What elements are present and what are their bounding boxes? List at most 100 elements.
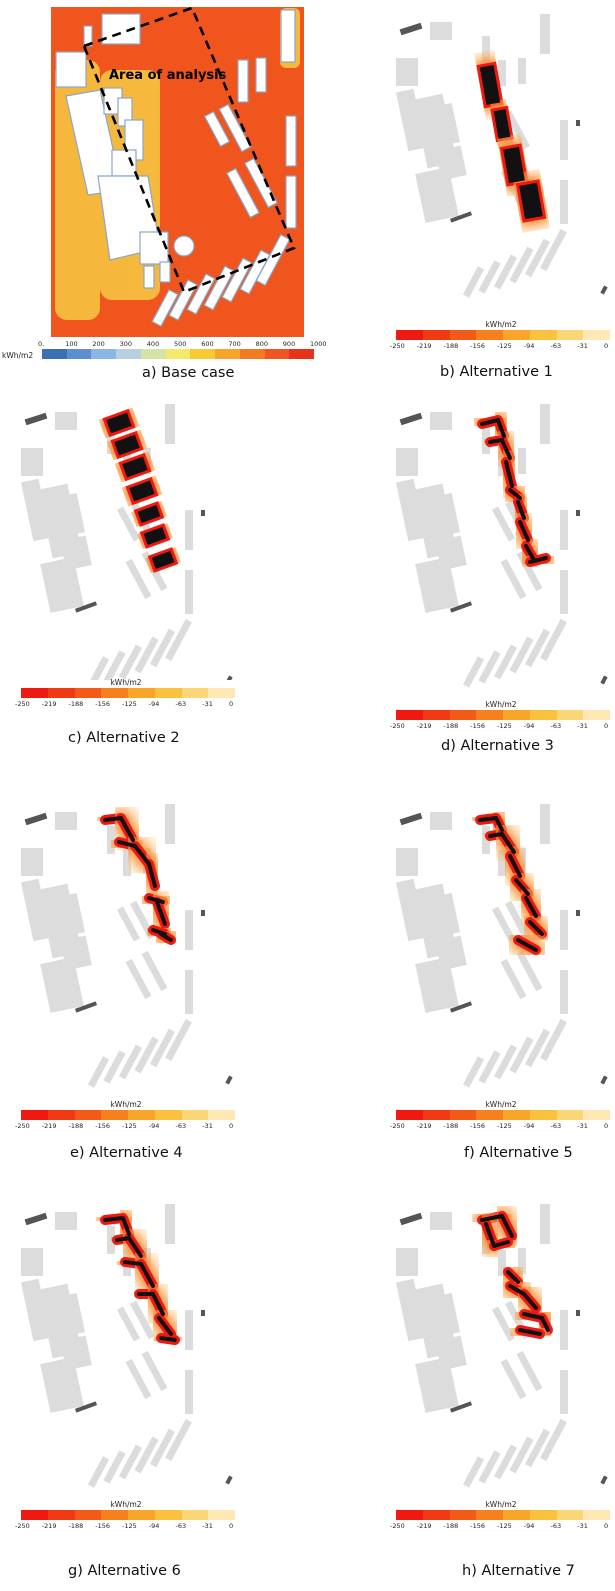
legend-swatch (529, 330, 557, 340)
new-building-footprint (103, 1216, 177, 1342)
legend-colorbar (21, 1110, 235, 1120)
base-case-legend: kWh/m2 0. 100 200 300 400 500 600 700 800 900 1000 (0, 340, 327, 364)
legend-tick: -188 (443, 722, 459, 730)
legend-tick: -125 (497, 342, 512, 350)
legend-swatch (21, 1510, 48, 1520)
legend-colorbar (21, 688, 235, 698)
legend-swatch (556, 330, 584, 340)
legend-swatch (208, 1510, 235, 1520)
base-legend-tick: 100 (65, 340, 78, 348)
legend-tick: -125 (497, 722, 512, 730)
legend-tick: -125 (122, 1122, 137, 1130)
base-legend-swatch (190, 349, 216, 359)
context-buildings (395, 804, 608, 1088)
legend-tick: 0 (604, 1522, 609, 1530)
legend-tick: -125 (122, 1522, 137, 1530)
legend-swatch (101, 688, 128, 698)
legend-tick: 0 (229, 700, 234, 708)
legend-swatch (556, 1110, 584, 1120)
base-legend-ticks: 0. 100 200 300 400 500 600 700 800 900 1000 (38, 340, 327, 348)
panel-alternative-3: kWh/m2 -250 -219 -188 -156 -125 -94 -63 -31 0 d) A… (390, 390, 615, 770)
legend-tick: 0 (604, 722, 609, 730)
panel-alternative-6: kWh/m2 -250 -219 -188 -156 -125 -94 -63 -31 0 g) A… (15, 1190, 255, 1591)
legend-tick: 0 (604, 1122, 609, 1130)
legend-swatch (128, 688, 155, 698)
legend-swatch (181, 688, 209, 698)
legend-tick: 0 (229, 1522, 234, 1530)
legend-tick: -188 (68, 1122, 84, 1130)
base-legend-tick: 200 (92, 340, 105, 348)
legend-swatch (422, 710, 450, 720)
difference-legend: kWh/m2 -250 -219 -188 -156 -125 -94 -63 -31 0 (390, 1500, 615, 1530)
legend-ticks: -250 -219 -188 -156 -125 -94 -63 -31 0 (390, 1122, 610, 1130)
legend-tick: -31 (202, 700, 213, 708)
legend-swatch (208, 1110, 235, 1120)
legend-tick: -63 (175, 1122, 187, 1130)
base-legend-swatch (116, 349, 141, 359)
legend-unit: kWh/m2 (485, 1100, 517, 1109)
panel-alternative-4: kWh/m2 -250 -219 -188 -156 -125 -94 -63 -31 0 e) A… (15, 790, 255, 1180)
legend-tick: -188 (68, 700, 84, 708)
legend-tick: -250 (390, 722, 405, 730)
base-legend-swatch (289, 349, 315, 359)
legend-tick: -250 (390, 342, 405, 350)
caption-base-case: a) Base case (142, 365, 235, 381)
panel-alternative-1: kWh/m2 -250 -219 -188 -156 -125 -94 -63 -31 0 b) A… (390, 0, 615, 390)
difference-map (395, 803, 608, 1088)
legend-swatch (503, 1110, 530, 1120)
difference-map (20, 803, 233, 1088)
base-legend-tick: 700 (228, 340, 241, 348)
legend-tick: -125 (122, 700, 137, 708)
legend-ticks: -250 -219 -188 -156 -125 -94 -63 -31 0 (390, 342, 610, 350)
legend-swatch (74, 1510, 102, 1520)
legend-colorbar (396, 710, 610, 720)
legend-tick: -156 (470, 342, 486, 350)
legend-tick: -63 (175, 1522, 187, 1530)
legend-tick: -250 (15, 1522, 30, 1530)
legend-swatch (74, 688, 102, 698)
legend-swatch (503, 330, 530, 340)
panel-base-case: Area of analysis kWh/m2 0. 100 200 300 400 50… (0, 0, 327, 390)
base-case-solar-map (51, 6, 304, 337)
new-building-footprint (480, 418, 548, 564)
base-legend-tick: 1000 (310, 340, 327, 348)
legend-swatch (449, 330, 477, 340)
legend-swatch (422, 1110, 450, 1120)
legend-swatch (583, 1510, 610, 1520)
legend-swatch (396, 330, 423, 340)
legend-swatch (181, 1110, 209, 1120)
legend-tick: -31 (577, 1122, 588, 1130)
legend-tick: -250 (15, 700, 30, 708)
legend-swatch (74, 1110, 102, 1120)
legend-tick: -219 (416, 1522, 432, 1530)
legend-swatch (128, 1510, 155, 1520)
legend-swatch (208, 688, 235, 698)
legend-unit: kWh/m2 (485, 320, 517, 329)
caption-alternative-1: b) Alternative 1 (440, 364, 553, 380)
legend-ticks: -250 -219 -188 -156 -125 -94 -63 -31 0 (390, 722, 610, 730)
base-legend-swatch (215, 349, 240, 359)
legend-swatch (449, 1110, 477, 1120)
legend-ticks: -250 -219 -188 -156 -125 -94 -63 -31 0 (15, 1522, 235, 1530)
legend-swatch (422, 1510, 450, 1520)
legend-tick: -63 (175, 700, 187, 708)
legend-tick: -188 (443, 1522, 459, 1530)
base-legend-tick: 800 (255, 340, 269, 348)
legend-tick: -219 (41, 1522, 57, 1530)
legend-tick: -94 (523, 1522, 535, 1530)
panel-alternative-7: kWh/m2 -250 -219 -188 -156 -125 -94 -63 -31 0 h) A… (390, 1190, 615, 1591)
new-building-footprint (478, 816, 544, 952)
caption-alternative-5: f) Alternative 5 (464, 1145, 573, 1161)
legend-colorbar (396, 1510, 610, 1520)
area-of-analysis-label: Area of analysis (109, 68, 227, 83)
legend-tick: -94 (148, 1122, 160, 1130)
legend-unit: kWh/m2 (110, 1100, 142, 1109)
context-buildings (395, 1204, 608, 1488)
legend-tick: -188 (443, 342, 459, 350)
legend-swatch (476, 1510, 503, 1520)
legend-ticks: -250 -219 -188 -156 -125 -94 -63 -31 0 (390, 1522, 610, 1530)
legend-colorbar (396, 1110, 610, 1120)
new-building-footprint (103, 816, 173, 942)
legend-swatch (396, 710, 423, 720)
legend-tick: -31 (202, 1122, 213, 1130)
